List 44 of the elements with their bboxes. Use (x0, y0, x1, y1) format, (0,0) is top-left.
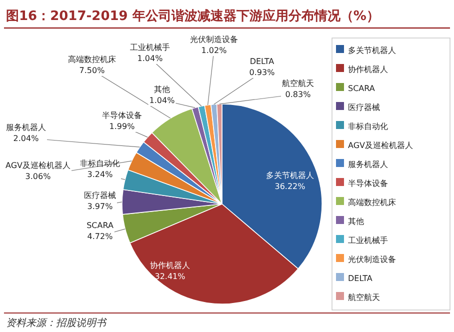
slice-label: 航空航天 (282, 79, 314, 88)
legend-label: DELTA (348, 274, 373, 283)
slice-label: 服务机器人 (6, 123, 46, 132)
data-label: 1.04% (149, 96, 176, 105)
data-label: 1.99% (109, 122, 136, 131)
slice-label: SCARA (86, 221, 114, 230)
data-label: 36.22% (274, 182, 306, 191)
chart-title: 图16：2017-2019 年公司谐波减速器下游应用分布情况（%） (6, 8, 380, 24)
legend-label: 航空航天 (348, 293, 380, 302)
slice-label: 工业机械手 (130, 43, 170, 52)
legend-label: 工业机械手 (348, 236, 388, 245)
legend-label: 光伏制造设备 (348, 255, 396, 264)
legend-label: 医疗器械 (348, 103, 380, 112)
data-label: 1.04% (137, 54, 164, 63)
legend-label: 多关节机器人 (348, 46, 396, 55)
legend-label: 服务机器人 (348, 160, 388, 169)
legend-label: AGV及巡检机器人 (348, 141, 414, 150)
data-label: 0.83% (285, 90, 312, 99)
legend-label: 高端数控机床 (348, 198, 396, 207)
slice-label: 半导体设备 (102, 111, 142, 120)
legend-label: 半导体设备 (348, 179, 388, 188)
slice-label: 医疗器械 (84, 191, 116, 200)
slice-label: 多关节机器人 (266, 171, 314, 180)
legend-label: SCARA (348, 84, 376, 93)
slice-label: 非标自动化 (80, 159, 120, 168)
slice-label: DELTA (250, 57, 275, 66)
slice-label: 高端数控机床 (68, 55, 116, 64)
data-label: 32.41% (154, 272, 186, 281)
data-label: 3.06% (25, 172, 52, 181)
text: 资料来源：招股说明书 (6, 317, 107, 329)
slice-label: 光伏制造设备 (190, 35, 238, 44)
data-label: 2.04% (13, 134, 40, 143)
legend-label: 非标自动化 (348, 122, 388, 131)
data-label: 7.50% (79, 66, 106, 75)
data-label: 0.93% (249, 68, 276, 77)
legend-label: 其他 (348, 217, 364, 226)
slice-label: 其他 (154, 85, 170, 94)
data-label: 4.72% (87, 232, 114, 241)
slice-label: AGV及巡检机器人 (5, 161, 71, 170)
data-label: 3.97% (87, 202, 114, 211)
slice-label: 协作机器人 (150, 261, 190, 270)
data-label: 1.02% (201, 46, 228, 55)
data-label: 3.24% (87, 170, 114, 179)
legend-label: 协作机器人 (348, 65, 388, 74)
